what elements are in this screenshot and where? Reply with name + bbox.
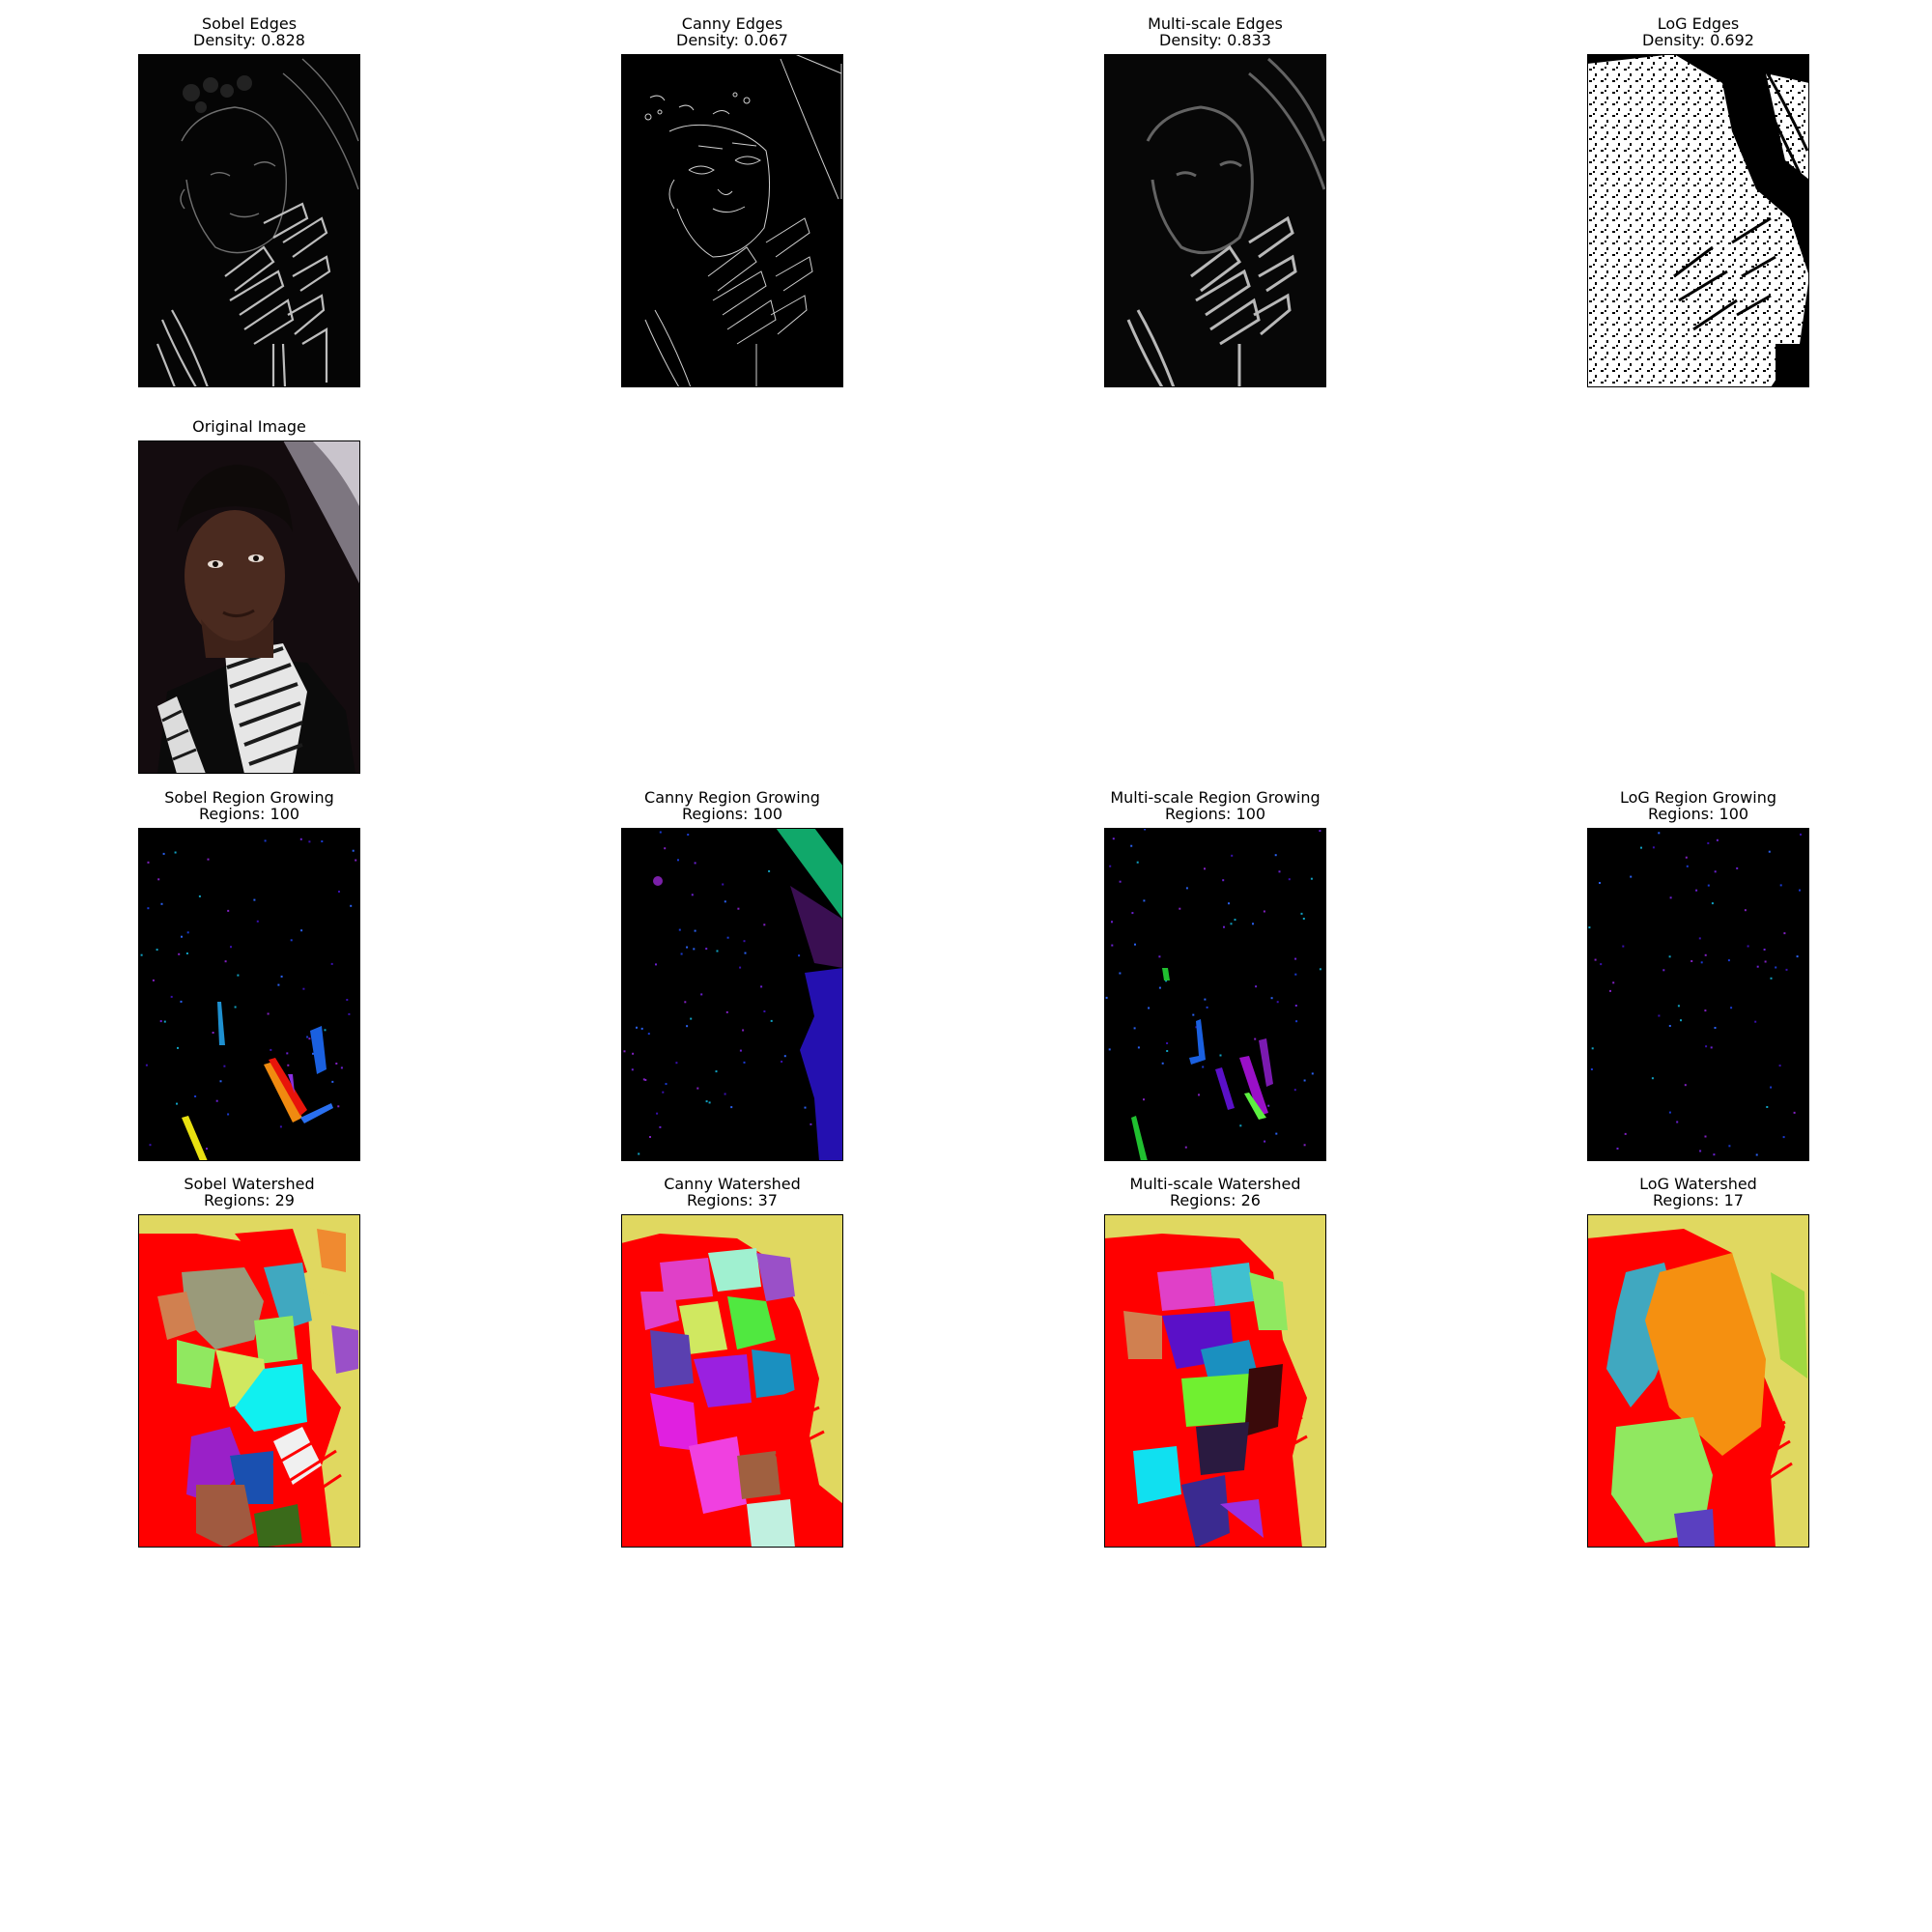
panel-title: LoG Watershed Regions: 17 xyxy=(1491,1176,1906,1208)
panel-title-line: Canny Edges xyxy=(681,14,783,33)
panel-title: Multi-scale Watershed Regions: 26 xyxy=(1008,1176,1423,1208)
panel-title-line: Sobel Region Growing xyxy=(164,788,334,807)
panel-subtitle-line: Density: 0.833 xyxy=(1159,31,1271,49)
panel-subtitle-line: Regions: 100 xyxy=(1647,805,1749,823)
log-watershed-map xyxy=(1587,1214,1809,1548)
panel-title-line: LoG Edges xyxy=(1657,14,1740,33)
panel-title-line: Sobel Watershed xyxy=(184,1175,315,1193)
panel-title-line: Original Image xyxy=(192,417,306,436)
panel-title: Canny Edges Density: 0.067 xyxy=(525,15,940,48)
multiscale-edge-image xyxy=(1104,54,1326,387)
sobel-watershed-map xyxy=(138,1214,360,1548)
canny-watershed-map xyxy=(621,1214,843,1548)
panel-title-line: Canny Watershed xyxy=(664,1175,801,1193)
panel-subtitle-line: Regions: 17 xyxy=(1653,1191,1744,1209)
panel-subtitle-line: Density: 0.828 xyxy=(193,31,305,49)
panel-subtitle-line: Regions: 100 xyxy=(198,805,300,823)
panel-title-line: Canny Region Growing xyxy=(644,788,820,807)
panel-title-line: Multi-scale Watershed xyxy=(1129,1175,1301,1193)
multiscale-region-growing-map xyxy=(1104,828,1326,1161)
panel-title: LoG Edges Density: 0.692 xyxy=(1491,15,1906,48)
panel-title: Canny Watershed Regions: 37 xyxy=(525,1176,940,1208)
panel-subtitle-line: Regions: 100 xyxy=(681,805,783,823)
sobel-region-growing-map xyxy=(138,828,360,1161)
panel-subtitle-line: Regions: 26 xyxy=(1170,1191,1261,1209)
panel-title-line: Multi-scale Region Growing xyxy=(1110,788,1321,807)
panel-subtitle-line: Regions: 37 xyxy=(687,1191,778,1209)
panel-title-line: Sobel Edges xyxy=(201,14,298,33)
panel-subtitle-line: Density: 0.067 xyxy=(676,31,788,49)
panel-title: Sobel Watershed Regions: 29 xyxy=(42,1176,457,1208)
log-edge-image xyxy=(1587,54,1809,387)
panel-subtitle-line: Regions: 29 xyxy=(204,1191,295,1209)
panel-title: Multi-scale Edges Density: 0.833 xyxy=(1008,15,1423,48)
panel-title-line: Multi-scale Edges xyxy=(1148,14,1283,33)
panel-title: Sobel Edges Density: 0.828 xyxy=(42,15,457,48)
multiscale-watershed-map xyxy=(1104,1214,1326,1548)
panel-title: LoG Region Growing Regions: 100 xyxy=(1491,789,1906,822)
canny-region-growing-map xyxy=(621,828,843,1161)
original-photo xyxy=(138,440,360,774)
sobel-edge-image xyxy=(138,54,360,387)
panel-title: Original Image xyxy=(42,418,457,435)
panel-title: Sobel Region Growing Regions: 100 xyxy=(42,789,457,822)
panel-title-line: LoG Watershed xyxy=(1639,1175,1757,1193)
canny-edge-image xyxy=(621,54,843,387)
panel-subtitle-line: Density: 0.692 xyxy=(1642,31,1754,49)
panel-title: Multi-scale Region Growing Regions: 100 xyxy=(1008,789,1423,822)
log-region-growing-map xyxy=(1587,828,1809,1161)
panel-subtitle-line: Regions: 100 xyxy=(1164,805,1266,823)
panel-title-line: LoG Region Growing xyxy=(1619,788,1776,807)
panel-title: Canny Region Growing Regions: 100 xyxy=(525,789,940,822)
